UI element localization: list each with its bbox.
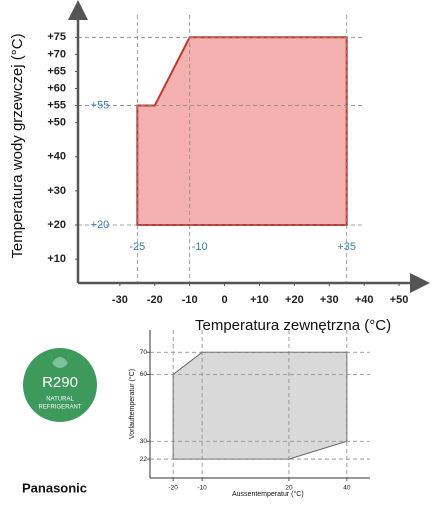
y-tick-label: +75 <box>47 31 66 43</box>
x-axis-label: Temperatura zewnętrzna (°C) <box>195 317 391 334</box>
badge <box>23 348 97 422</box>
y-tick-label: 22 <box>140 456 148 463</box>
y-axis-label: Vorlauftemperatur (°C) <box>128 369 136 439</box>
x-tick-label: 20 <box>285 485 293 492</box>
y-tick-label: +50 <box>47 117 66 129</box>
badge-title: R290 <box>42 374 78 391</box>
x-tick-label: +40 <box>355 294 374 306</box>
reference-label: -25 <box>129 241 145 253</box>
x-tick-label: +10 <box>250 294 269 306</box>
x-tick-label: -10 <box>182 294 198 306</box>
brand: Panasonic <box>22 480 87 495</box>
reference-label: +55 <box>91 99 110 111</box>
x-axis-label: Aussentemperatur (°C) <box>232 490 304 498</box>
y-axis-label: Temperatura wody grzewczej (°C) <box>9 33 26 258</box>
y-tick-label: +55 <box>47 99 66 111</box>
y-tick-label: 30 <box>140 438 148 445</box>
y-tick-label: +10 <box>47 253 66 265</box>
y-tick-label: 60 <box>140 371 148 378</box>
y-tick-label: +40 <box>47 151 66 163</box>
y-tick-label: +20 <box>47 219 66 231</box>
y-tick-label: +30 <box>47 185 66 197</box>
x-tick-label: +20 <box>285 294 304 306</box>
y-tick-label: +70 <box>47 48 66 60</box>
x-tick-label: 0 <box>222 294 228 306</box>
badge-text: REFRIGERANT <box>38 405 81 411</box>
x-tick-label: +30 <box>320 294 339 306</box>
x-tick-label: -10 <box>197 485 207 492</box>
leaf-icon <box>52 357 68 368</box>
envelope <box>136 36 348 226</box>
y-tick-label: 70 <box>140 349 148 356</box>
envelope <box>172 351 348 460</box>
x-tick-label: -20 <box>147 294 163 306</box>
x-tick-label: 40 <box>343 485 351 492</box>
reference-label: +20 <box>91 219 110 231</box>
reference-label: +35 <box>337 241 356 253</box>
x-tick-label: -30 <box>112 294 128 306</box>
badge-text: NATURAL <box>46 397 74 403</box>
y-tick-label: +65 <box>47 65 66 77</box>
reference-label: -10 <box>192 241 208 253</box>
x-tick-label: -20 <box>168 485 178 492</box>
y-tick-label: +60 <box>47 82 66 94</box>
x-tick-label: +50 <box>390 294 409 306</box>
